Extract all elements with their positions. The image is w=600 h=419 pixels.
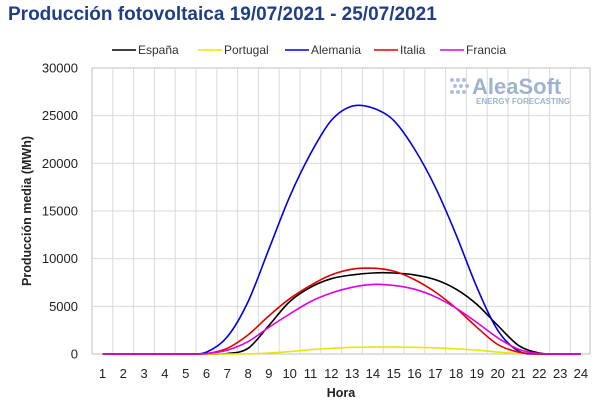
chart-title: Producción fotovoltaica 19/07/2021 - 25/… (8, 4, 437, 25)
y-tick-label: 0 (71, 347, 78, 362)
y-tick-labels: 0 5000 10000 15000 20000 25000 30000 (42, 61, 78, 362)
x-tick-label: 3 (140, 366, 147, 381)
x-tick-label: 14 (366, 366, 380, 381)
x-tick-label: 9 (265, 366, 272, 381)
x-tick-label: 20 (490, 366, 504, 381)
grid-layer (92, 68, 590, 354)
y-axis-title: Producción media (MWh) (20, 136, 34, 286)
y-tick-label: 15000 (42, 204, 78, 219)
x-tick-label: 18 (449, 366, 463, 381)
x-tick-label: 17 (428, 366, 442, 381)
x-tick-label: 6 (203, 366, 210, 381)
watermark: AleaSoft ENERGY FORECASTING (450, 74, 570, 106)
x-tick-label: 4 (161, 366, 168, 381)
x-tick-label: 5 (182, 366, 189, 381)
x-tick-label: 22 (532, 366, 546, 381)
legend-label-espana: España (138, 43, 179, 57)
y-tick-label: 30000 (42, 61, 78, 76)
legend-label-alemania: Alemania (311, 43, 361, 57)
series-line-francia (102, 283, 581, 355)
x-tick-label: 19 (470, 366, 484, 381)
y-tick-label: 20000 (42, 156, 78, 171)
watermark-tagline: ENERGY FORECASTING (476, 97, 570, 106)
x-tick-label: 23 (553, 366, 567, 381)
legend-label-portugal: Portugal (224, 43, 269, 57)
x-tick-label: 21 (511, 366, 525, 381)
watermark-logo-icon (450, 78, 469, 94)
x-tick-label: 10 (282, 366, 296, 381)
x-axis-title: Hora (327, 386, 357, 400)
y-tick-label: 25000 (42, 108, 78, 123)
watermark-brand: AleaSoft (472, 74, 562, 99)
x-tick-label: 24 (574, 366, 588, 381)
legend-label-francia: Francia (466, 43, 506, 57)
x-tick-label: 11 (304, 366, 318, 381)
x-tick-label: 7 (224, 366, 231, 381)
x-tick-label: 16 (407, 366, 421, 381)
x-tick-label: 12 (324, 366, 338, 381)
x-tick-label: 15 (386, 366, 400, 381)
x-tick-label: 8 (244, 366, 251, 381)
legend: España Portugal Alemania Italia Francia (112, 43, 506, 57)
x-tick-label: 1 (99, 366, 106, 381)
x-tick-label: 13 (345, 366, 359, 381)
y-tick-label: 10000 (42, 251, 78, 266)
y-tick-label: 5000 (49, 299, 78, 314)
series-layer (102, 104, 581, 356)
x-tick-labels: 1 2 3 4 5 6 7 8 9 10 11 12 13 14 15 16 17 18 19 20 21 22 23 24 (99, 366, 588, 381)
legend-label-italia: Italia (400, 43, 426, 57)
x-tick-label: 2 (120, 366, 127, 381)
